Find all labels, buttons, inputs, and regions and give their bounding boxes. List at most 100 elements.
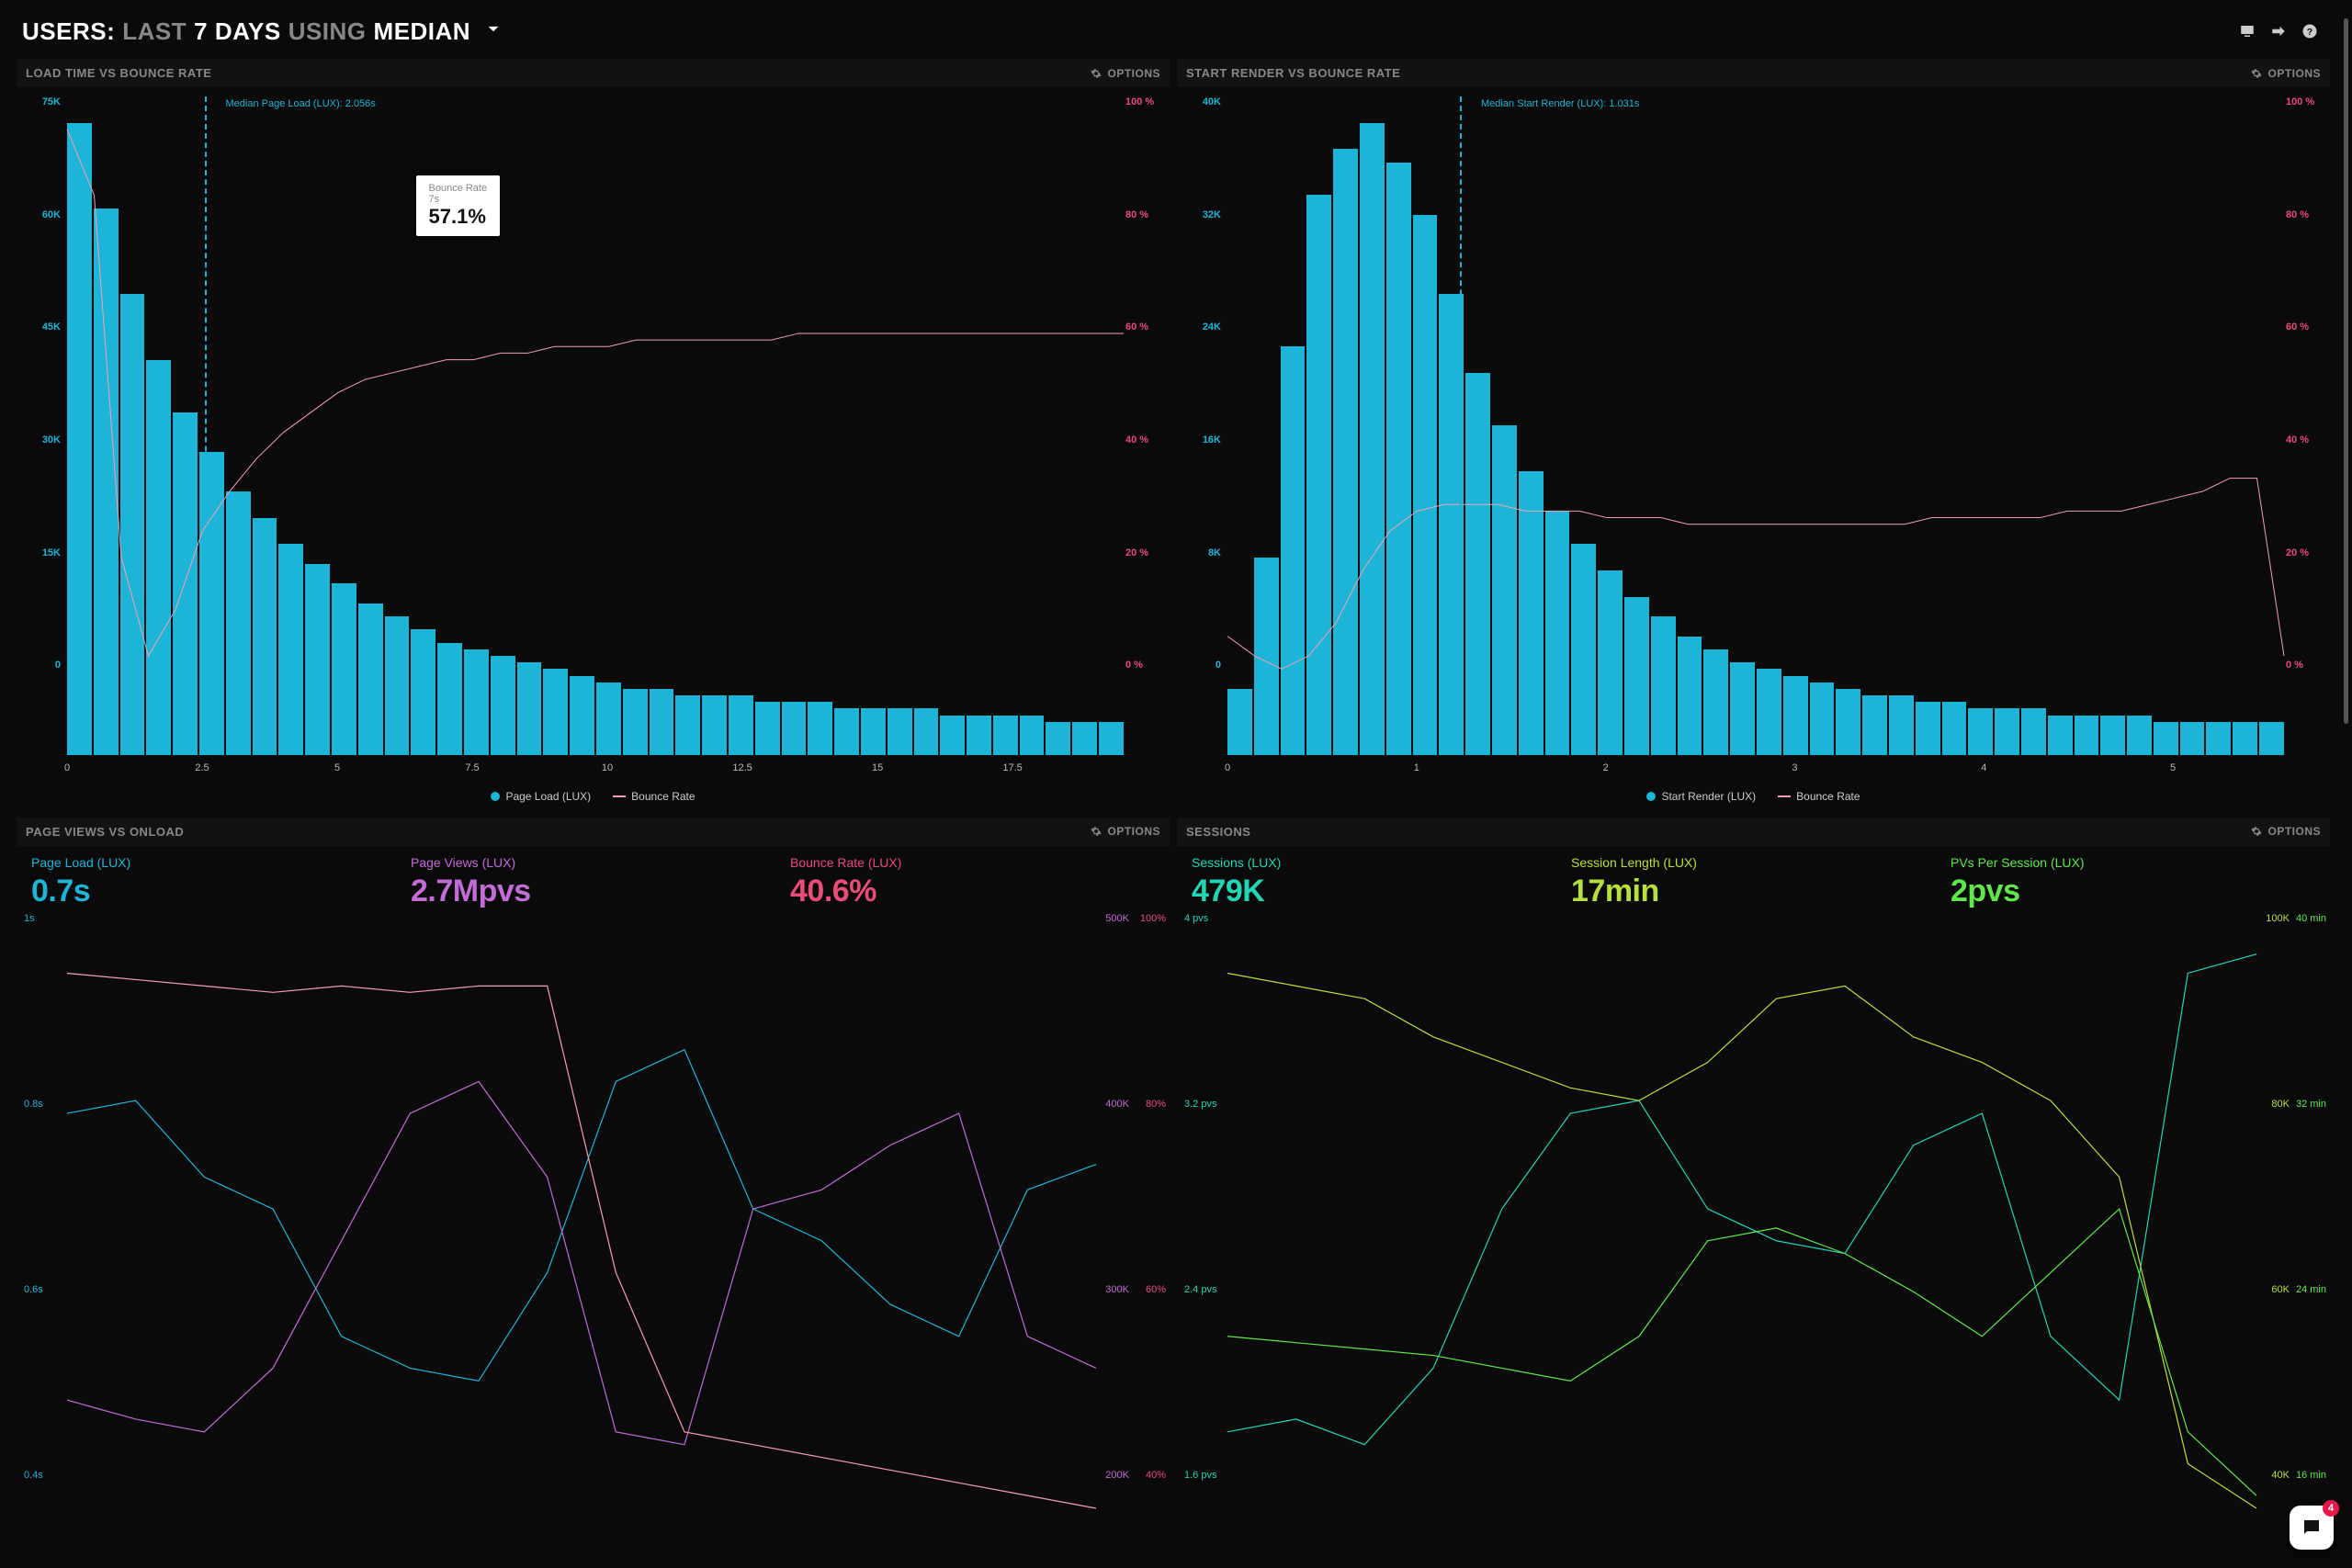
header-dim1: LAST <box>122 17 187 46</box>
bounce-line-load <box>67 96 1124 755</box>
y-left-tick: 32K <box>1184 209 1221 220</box>
y-left-tick: 8K <box>1184 547 1221 558</box>
y-left-tick: 45K <box>24 321 61 333</box>
legend-item[interactable]: Bounce Rate <box>1778 790 1860 803</box>
help-icon[interactable]: ? <box>2301 22 2319 40</box>
y-right-tick: 0 % <box>2286 660 2323 671</box>
metric-value: 479K <box>1192 874 1556 909</box>
y-right2-tick: 40 min <box>2296 913 2326 924</box>
metric[interactable]: Page Load (LUX)0.7s <box>24 852 403 913</box>
y-right-tick: 80 % <box>1125 209 1162 220</box>
share-icon[interactable] <box>2269 22 2288 40</box>
y-right-tick: 40 % <box>2286 434 2323 446</box>
panel-header: PAGE VIEWS VS ONLOAD OPTIONS <box>17 818 1170 846</box>
median-line <box>1460 96 1462 755</box>
y-left-tick: 0 <box>24 660 61 671</box>
y-right2-tick: 40% <box>1146 1470 1166 1481</box>
panel-title: SESSIONS <box>1186 825 1250 839</box>
multi-chart-sessions: 4 pvs3.2 pvs2.4 pvs1.6 pvs100K80K60K40K4… <box>1177 913 2330 1568</box>
bounce-line-render <box>1227 96 2284 755</box>
y-right-tick: 40 % <box>1125 434 1162 446</box>
metric-label: Sessions (LUX) <box>1192 855 1556 870</box>
y-right-tick: 100 % <box>1125 96 1162 107</box>
x-tick: 10 <box>602 762 613 773</box>
header-title[interactable]: USERS: LAST 7 DAYS USING MEDIAN <box>22 17 505 46</box>
y-right-tick: 60 % <box>2286 321 2323 333</box>
median-label: Median Page Load (LUX): 2.056s <box>226 98 376 109</box>
y-right-tick: 20 % <box>2286 547 2323 558</box>
panel-header: START RENDER VS BOUNCE RATE OPTIONS <box>1177 59 2330 87</box>
combo-chart-load: Median Page Load (LUX): 2.056s Bounce Ra… <box>17 87 1170 810</box>
legend-item[interactable]: Bounce Rate <box>613 790 695 803</box>
x-tick: 5 <box>334 762 340 773</box>
y-right1-tick: 80K <box>2271 1099 2290 1110</box>
metric[interactable]: Sessions (LUX) 479K <box>1184 852 1564 913</box>
median-label: Median Start Render (LUX): 1.031s <box>1481 98 1639 109</box>
options-button[interactable]: OPTIONS <box>2251 67 2321 80</box>
legend-label: Start Render (LUX) <box>1661 790 1756 803</box>
y-left-tick: 0.4s <box>24 1470 43 1481</box>
y-left-tick: 16K <box>1184 434 1221 446</box>
panel-page-views: PAGE VIEWS VS ONLOAD OPTIONS Page Load (… <box>17 818 1170 1568</box>
options-button[interactable]: OPTIONS <box>1091 825 1160 838</box>
tooltip: Bounce Rate 7s 57.1% <box>416 175 501 236</box>
y-left-tick: 30K <box>24 434 61 446</box>
metrics-row-sessions: Sessions (LUX) 479K Session Length (LUX) 17… <box>1177 846 2330 913</box>
legend-label: Bounce Rate <box>631 790 695 803</box>
chat-widget[interactable]: 4 <box>2290 1506 2334 1550</box>
line-icon <box>1778 795 1791 797</box>
y-right2-tick: 60% <box>1146 1284 1166 1295</box>
metric[interactable]: Bounce Rate (LUX)40.6% <box>783 852 1162 913</box>
dot-icon <box>491 792 500 801</box>
chevron-down-icon[interactable] <box>481 17 505 46</box>
metric[interactable]: Page Views (LUX)2.7Mpvs <box>403 852 783 913</box>
legend-item[interactable]: Start Render (LUX) <box>1646 790 1756 803</box>
header-bold2: MEDIAN <box>374 17 471 46</box>
y-left-tick: 60K <box>24 209 61 220</box>
monitor-icon[interactable] <box>2238 22 2256 40</box>
panel-grid: LOAD TIME VS BOUNCE RATE OPTIONS Median … <box>0 59 2341 1568</box>
tooltip-big: 57.1% <box>429 205 488 229</box>
header-prefix: USERS: <box>22 17 115 46</box>
metric[interactable]: PVs Per Session (LUX)2pvs <box>1943 852 2323 913</box>
legend-item[interactable]: Page Load (LUX) <box>491 790 591 803</box>
header-actions: ? <box>2238 22 2319 40</box>
header-dim2: USING <box>288 17 367 46</box>
y-right1-tick: 200K <box>1105 1470 1129 1481</box>
legend-label: Page Load (LUX) <box>505 790 591 803</box>
tooltip-line2: 7s <box>429 194 488 205</box>
multi-plot-pv <box>67 922 1096 1560</box>
options-button[interactable]: OPTIONS <box>2251 825 2321 838</box>
chat-badge: 4 <box>2323 1500 2339 1517</box>
metric-label: Session Length (LUX) <box>1571 855 1936 870</box>
multi-plot-sessions <box>1227 922 2256 1560</box>
multi-chart-pv: 1s0.8s0.6s0.4s500K400K300K200K100%80%60%… <box>17 913 1170 1568</box>
metric-value: 40.6% <box>790 874 1155 909</box>
y-right-tick: 60 % <box>1125 321 1162 333</box>
panel-start-render: START RENDER VS BOUNCE RATE OPTIONS Medi… <box>1177 59 2330 810</box>
legend-label: Bounce Rate <box>1796 790 1860 803</box>
plot-area: Median Start Render (LUX): 1.031s <box>1227 96 2284 755</box>
panel-header: LOAD TIME VS BOUNCE RATE OPTIONS <box>17 59 1170 87</box>
panel-header: SESSIONS OPTIONS <box>1177 818 2330 846</box>
y-right1-tick: 500K <box>1105 913 1129 924</box>
dashboard-screen: USERS: LAST 7 DAYS USING MEDIAN ? <box>0 0 2352 1568</box>
metrics-row-pv: Page Load (LUX)0.7sPage Views (LUX)2.7Mp… <box>17 846 1170 913</box>
y-left-tick: 1s <box>24 913 35 924</box>
metric[interactable]: Session Length (LUX) 17min <box>1564 852 1943 913</box>
plot-area: Median Page Load (LUX): 2.056s Bounce Ra… <box>67 96 1124 755</box>
x-tick: 4 <box>1981 762 1986 773</box>
x-tick: 12.5 <box>732 762 752 773</box>
options-button[interactable]: OPTIONS <box>1091 67 1160 80</box>
y-right2-tick: 16 min <box>2296 1470 2326 1481</box>
metric-value: 17min <box>1571 874 1936 909</box>
x-tick: 1 <box>1414 762 1419 773</box>
panel-title: LOAD TIME VS BOUNCE RATE <box>26 66 211 80</box>
x-tick: 5 <box>2170 762 2176 773</box>
scrollbar[interactable] <box>2344 18 2348 724</box>
y-left-tick: 4 pvs <box>1184 913 1208 924</box>
line-icon <box>613 795 626 797</box>
svg-text:?: ? <box>2307 27 2312 38</box>
dot-icon <box>1646 792 1656 801</box>
y-right1-tick: 400K <box>1105 1099 1129 1110</box>
